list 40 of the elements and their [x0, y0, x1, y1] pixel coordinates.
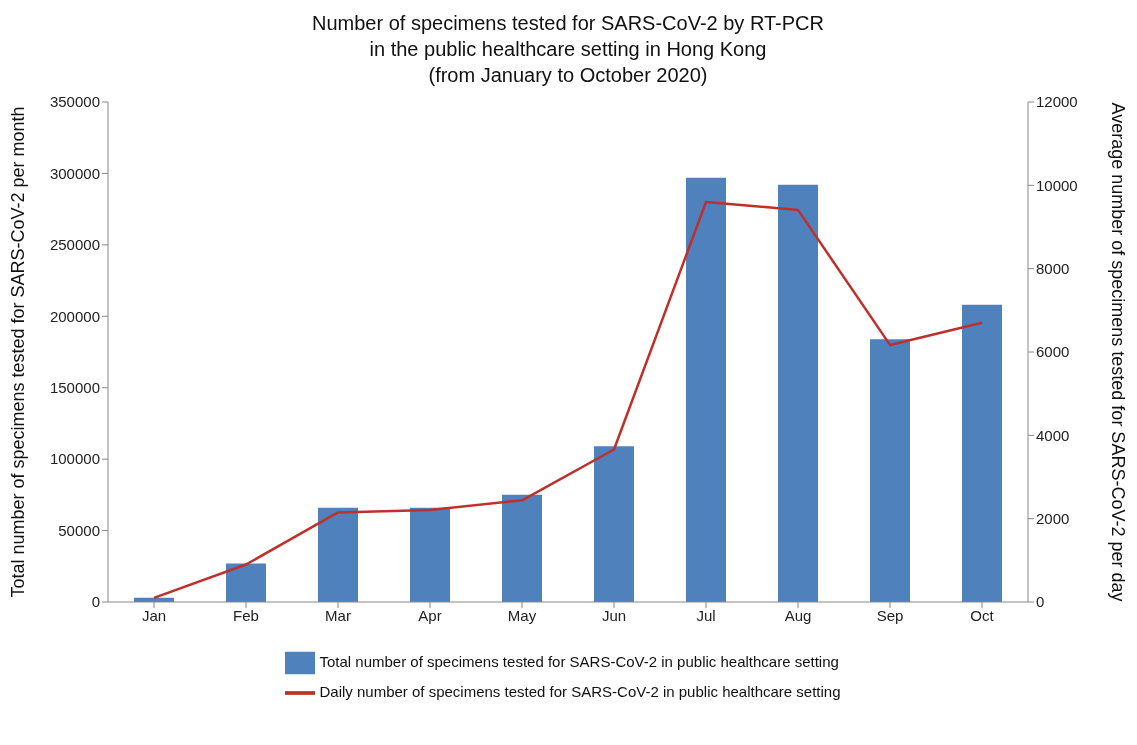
x-tick-label: Jan [141, 606, 167, 624]
y-axis-title: Total number of specimens tested for SARS-CoV-2 per month [8, 106, 29, 598]
x-tick-label: May [507, 606, 537, 624]
bar [594, 446, 634, 602]
y2-axis-title: Average number of specimens tested for SARS-CoV-2 per day [1107, 102, 1128, 602]
y-tick-label: 200000 [49, 307, 100, 325]
y2-tick-label: 0 [1036, 593, 1045, 611]
bar [502, 494, 542, 602]
y2-tick-label: 2000 [1036, 509, 1070, 527]
y-tick-label: 0 [91, 593, 100, 611]
y-tick-label: 150000 [49, 379, 100, 397]
x-tick-label: Feb [233, 606, 259, 624]
y-tick-label: 250000 [49, 236, 100, 254]
x-tick-label: Aug [784, 606, 812, 624]
x-tick-label: Mar [325, 606, 351, 624]
y2-tick-label: 4000 [1036, 426, 1070, 444]
bar [962, 304, 1002, 602]
y-tick-label: 50000 [58, 521, 100, 539]
y-tick-label: 300000 [49, 164, 100, 182]
legend-label: Total number of specimens tested for SARS-CoV-2 in public healthcare setting [319, 652, 839, 670]
bar [318, 507, 358, 602]
bar [870, 339, 910, 602]
line-series [152, 200, 984, 600]
y2-tick-label: 8000 [1036, 259, 1070, 277]
y2-tick-label: 10000 [1036, 176, 1078, 194]
x-tick-label: Jun [601, 606, 627, 624]
bar [686, 177, 726, 602]
x-tick-label: Sep [876, 606, 904, 624]
bar [410, 507, 450, 602]
y2-tick-label: 12000 [1036, 93, 1078, 111]
y-tick-label: 350000 [49, 93, 100, 111]
legend-label: Daily number of specimens tested for SARS-CoV-2 in public healthcare setting [319, 682, 841, 700]
x-tick-label: Apr [418, 606, 442, 624]
x-tick-label: Oct [970, 606, 995, 624]
bar [226, 563, 266, 602]
y2-tick-label: 6000 [1036, 343, 1070, 361]
y-tick-label: 100000 [49, 450, 100, 468]
chart-title: Number of specimens tested for SARS-CoV-2 by RT-PCR in the public healthcare setting in Hong Kong (from January to October 2020) [310, 11, 825, 88]
bar [778, 184, 818, 602]
x-tick-label: Jul [696, 606, 716, 624]
